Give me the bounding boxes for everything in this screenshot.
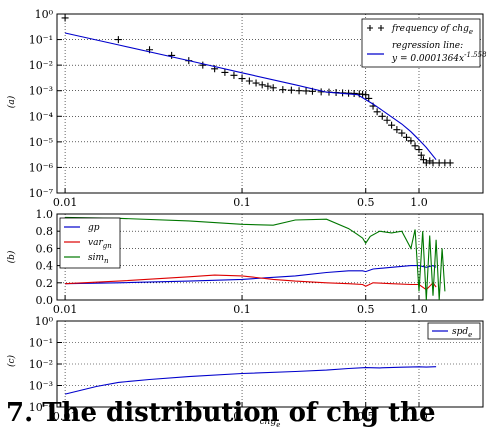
data-point-marker bbox=[287, 86, 295, 94]
data-point-marker bbox=[373, 108, 381, 116]
y-tick-label: 10⁰ bbox=[35, 315, 54, 328]
legend-box bbox=[361, 18, 481, 68]
legend-box bbox=[59, 217, 121, 269]
y-tick-label: 10⁻³ bbox=[29, 380, 53, 393]
legend-marker bbox=[367, 25, 384, 31]
y-tick-label: 0.4 bbox=[36, 260, 54, 273]
data-point-marker bbox=[61, 14, 69, 22]
data-layer bbox=[61, 14, 454, 167]
data-point-marker bbox=[302, 87, 310, 95]
data-point-marker bbox=[269, 84, 277, 92]
data-point-marker bbox=[245, 77, 253, 85]
x-tick-label: 0.1 bbox=[233, 303, 251, 316]
panel-a: 0.01 0.1 0.5 1.0 10⁻⁷ 10⁻⁶ 10⁻⁵ 10⁻⁴ 10⁻³ 10⁻² 10⁻… bbox=[6, 8, 487, 209]
x-tick-label: 0.5 bbox=[357, 196, 375, 209]
data-point-marker bbox=[398, 129, 406, 137]
x-tick-label: 0.1 bbox=[233, 410, 251, 423]
y-tick-label: 10⁻³ bbox=[29, 85, 53, 98]
data-point-marker bbox=[446, 159, 454, 167]
legend-entry-regression: regression line: bbox=[392, 41, 463, 51]
legend: gp vargn simn bbox=[59, 217, 121, 269]
y-tick-label: 0.8 bbox=[36, 225, 54, 238]
y-tick-label: 10⁻² bbox=[29, 358, 53, 371]
series-var-gn-line bbox=[65, 274, 437, 291]
legend: frequency of chge regression line:y = 0.0… bbox=[361, 18, 487, 68]
data-point-marker bbox=[230, 71, 238, 79]
series-regression-line-y-0-0001364x-1-558-line bbox=[64, 32, 437, 161]
data-point-marker bbox=[403, 133, 411, 141]
data-point-marker bbox=[362, 91, 370, 99]
x-tick-label: 0.5 bbox=[357, 410, 375, 423]
y-tick-label: 1.0 bbox=[36, 208, 54, 221]
panel-b: 0.01 0.1 0.5 1.0 0.0 0.2 0.4 0.6 0.8 1.0 (b) gp varg… bbox=[6, 208, 484, 316]
data-layer bbox=[64, 366, 437, 395]
data-point-marker bbox=[365, 94, 373, 102]
legend-entry: gp bbox=[88, 223, 100, 233]
data-layer bbox=[65, 216, 446, 300]
x-tick-label: 1.0 bbox=[410, 303, 428, 316]
data-point-marker bbox=[383, 116, 391, 124]
panel-label: (a) bbox=[6, 95, 17, 108]
y-tick-label: 10⁻⁵ bbox=[29, 136, 53, 149]
data-point-marker bbox=[114, 36, 122, 44]
x-axis-label: chge bbox=[260, 417, 281, 428]
panel-label: (b) bbox=[6, 250, 17, 263]
y-tick-label: 10⁻⁴ bbox=[29, 110, 54, 123]
data-point-marker bbox=[168, 51, 176, 59]
legend-entry-frequency: frequency of chge bbox=[391, 24, 473, 36]
data-point-marker bbox=[388, 121, 396, 129]
series-gp-line bbox=[65, 265, 437, 285]
data-point-marker bbox=[429, 159, 437, 167]
x-tick-label: 0.1 bbox=[233, 196, 251, 209]
figure-caption-fragment: 7. The distribution of chg the bbox=[6, 398, 436, 428]
data-point-marker bbox=[199, 61, 207, 69]
x-tick-label: 0.01 bbox=[53, 410, 78, 423]
x-tick-label: 0.01 bbox=[53, 303, 78, 316]
data-point-marker bbox=[393, 126, 401, 134]
data-point-marker bbox=[264, 82, 272, 90]
data-point-marker bbox=[417, 151, 425, 159]
data-point-marker bbox=[407, 137, 415, 145]
y-tick-label: 10⁻¹ bbox=[29, 34, 53, 47]
y-tick-label: 10⁻⁶ bbox=[29, 161, 54, 174]
legend-entry-regression-equation: y = 0.0001364x-1.558 bbox=[391, 51, 487, 64]
x-tick-label: 0.5 bbox=[357, 303, 375, 316]
legend-entry: vargn bbox=[88, 238, 112, 250]
legend-entry: simn bbox=[88, 253, 109, 265]
series-sim-n-line bbox=[65, 216, 446, 300]
y-tick-label: 10⁻¹ bbox=[29, 337, 53, 350]
data-point-marker bbox=[378, 112, 386, 120]
series-spd-e-line bbox=[64, 366, 437, 395]
legend-entry: spde bbox=[452, 327, 472, 339]
data-point-marker bbox=[252, 79, 260, 87]
y-tick-label: 0.6 bbox=[36, 242, 54, 255]
data-point-marker bbox=[279, 86, 287, 94]
x-tick-label: 0.01 bbox=[53, 196, 78, 209]
x-tick-label: 1.0 bbox=[410, 410, 428, 423]
legend: spde bbox=[427, 322, 481, 340]
y-tick-label: 10⁻⁷ bbox=[29, 187, 54, 200]
y-tick-label: 0.2 bbox=[36, 277, 54, 290]
data-point-marker bbox=[415, 146, 423, 154]
y-tick-label: 10⁰ bbox=[35, 8, 54, 21]
panel-c: 0.01 0.1 0.5 1.0 10⁻⁴ 10⁻³ 10⁻² 10⁻¹ 10⁰ (c) chge s… bbox=[6, 315, 484, 428]
y-tick-label: 0.0 bbox=[36, 294, 54, 307]
data-point-marker bbox=[258, 81, 266, 89]
data-point-marker bbox=[238, 75, 246, 83]
panel-label: (c) bbox=[6, 354, 17, 367]
legend-box bbox=[427, 322, 481, 340]
x-tick-label: 1.0 bbox=[410, 196, 428, 209]
y-tick-label: 10⁻⁴ bbox=[29, 401, 54, 414]
data-point-marker bbox=[221, 68, 229, 76]
data-point-marker bbox=[295, 87, 303, 95]
y-tick-label: 10⁻² bbox=[29, 59, 53, 72]
data-point-marker bbox=[411, 142, 419, 150]
